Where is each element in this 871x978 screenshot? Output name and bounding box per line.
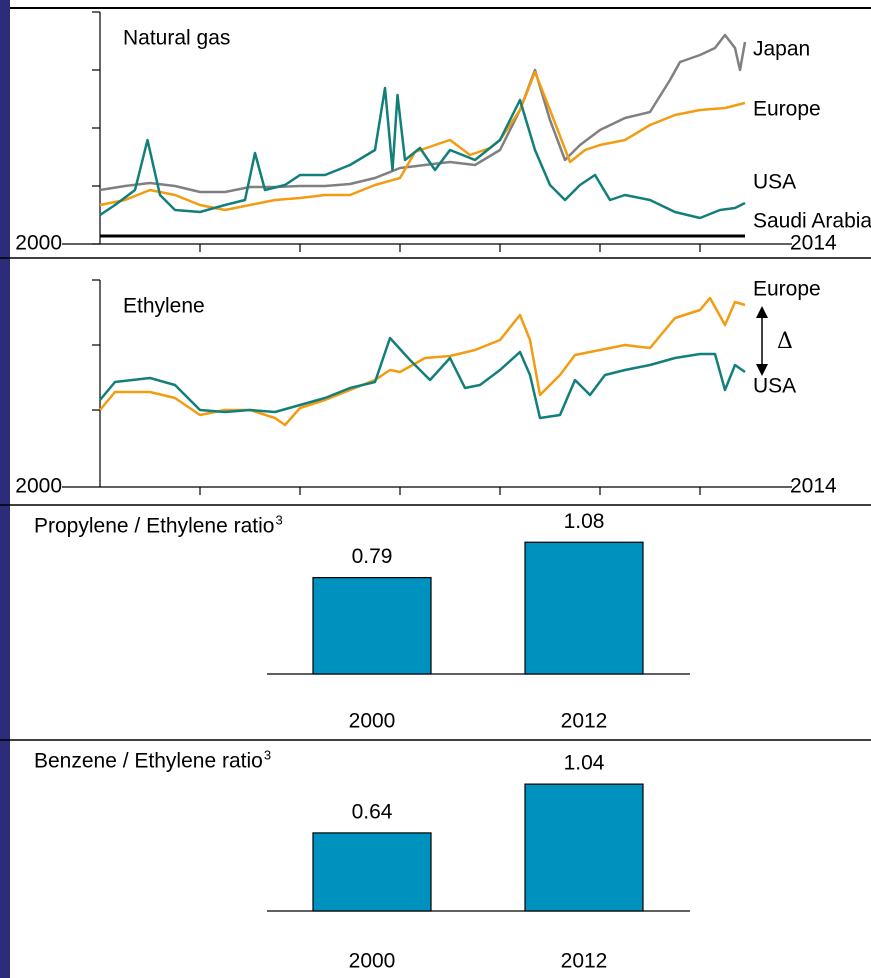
arrow-head bbox=[756, 364, 768, 376]
series-label: Europe bbox=[753, 98, 821, 121]
bar bbox=[312, 832, 432, 912]
x-tick-label: 2012 bbox=[561, 950, 608, 973]
bar bbox=[524, 541, 644, 675]
chart-title: Propylene / Ethylene ratio bbox=[34, 515, 274, 538]
x-tick-label: 2000 bbox=[15, 475, 62, 498]
x-tick-label: 2000 bbox=[349, 950, 396, 973]
x-tick-label: 2014 bbox=[790, 232, 837, 255]
value-label: 0.64 bbox=[352, 800, 393, 823]
series-label: USA bbox=[753, 375, 796, 398]
bar bbox=[524, 783, 644, 912]
annotation: Δ bbox=[777, 329, 793, 354]
series-line bbox=[99, 296, 746, 427]
x-tick-label: 2000 bbox=[349, 710, 396, 733]
value-label: 1.04 bbox=[564, 752, 605, 775]
series-line bbox=[99, 86, 746, 220]
series-line bbox=[99, 70, 746, 212]
chart-title: Natural gas bbox=[123, 27, 230, 50]
arrow-head bbox=[756, 306, 768, 318]
x-tick-label: 2012 bbox=[561, 710, 608, 733]
bar bbox=[312, 577, 432, 675]
series-line bbox=[99, 336, 746, 420]
footnote-mark: 3 bbox=[264, 747, 271, 762]
x-tick-label: 2014 bbox=[790, 475, 837, 498]
series-label: Saudi Arabia bbox=[753, 210, 871, 233]
side-strip bbox=[0, 0, 10, 978]
series-line bbox=[99, 33, 747, 194]
x-tick-label: 2000 bbox=[15, 232, 62, 255]
series-label: Europe bbox=[753, 278, 821, 301]
value-label: 0.79 bbox=[352, 545, 393, 568]
chart-title: Ethylene bbox=[123, 295, 205, 318]
chart-title: Benzene / Ethylene ratio bbox=[34, 750, 263, 773]
footnote-mark: 3 bbox=[275, 512, 282, 527]
series-label: Japan bbox=[753, 38, 810, 61]
value-label: 1.08 bbox=[564, 510, 605, 533]
series-label: USA bbox=[753, 171, 796, 194]
